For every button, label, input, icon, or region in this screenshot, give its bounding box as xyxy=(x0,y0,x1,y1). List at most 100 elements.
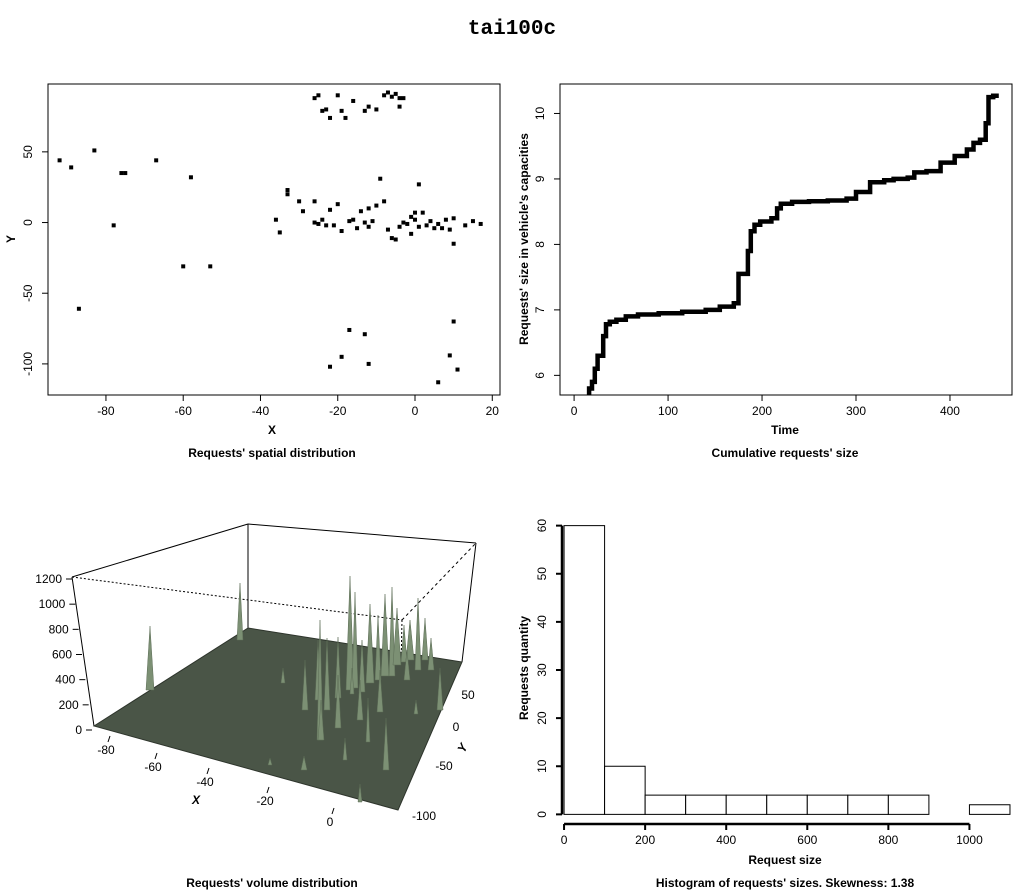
histogram-bar xyxy=(644,794,687,815)
scatter-point xyxy=(366,361,371,366)
scatter-point xyxy=(285,192,290,197)
scatter-point xyxy=(316,221,321,226)
volume-y-label: Y xyxy=(454,740,471,755)
volume-spike xyxy=(323,637,331,711)
scatter-point xyxy=(420,210,425,215)
scatter-point xyxy=(436,221,441,226)
volume-spike xyxy=(342,737,348,761)
histogram-x-label: Request size xyxy=(748,853,822,867)
volume-spike xyxy=(400,624,408,663)
volume-spike xyxy=(301,659,309,711)
scatter-point xyxy=(335,93,340,98)
scatter-point xyxy=(312,199,317,204)
volume-spike xyxy=(392,607,402,666)
scatter-point xyxy=(389,236,394,241)
cumulative-panel: 0 100 200 300 400 6 7 8 9 10 Time Requests' size… xyxy=(517,83,1013,460)
scatter-point xyxy=(432,226,437,231)
x-tick-label: -40 xyxy=(196,775,214,789)
scatter-point xyxy=(92,148,97,153)
volume-spike xyxy=(414,597,422,671)
scatter-point xyxy=(277,230,282,235)
x-tick-label: -60 xyxy=(175,404,193,418)
scatter-point xyxy=(111,223,116,228)
histogram-caption: Histogram of requests' sizes. Skewness: … xyxy=(656,876,915,890)
x-tick-mark xyxy=(154,752,158,760)
scatter-point xyxy=(339,108,344,113)
scatter-point xyxy=(347,327,352,332)
volume-spike xyxy=(374,614,382,681)
volume-x-label: X xyxy=(191,793,201,807)
scatter-point xyxy=(370,219,375,224)
histogram-bar xyxy=(806,794,849,815)
scatter-point xyxy=(324,223,329,228)
z-tick-label: 600 xyxy=(52,648,72,662)
scatter-point xyxy=(76,306,81,311)
y-tick-label: 8 xyxy=(533,241,547,248)
histogram-bar xyxy=(604,765,646,815)
x-tick-label: -20 xyxy=(256,794,274,808)
x-tick-mark xyxy=(206,767,210,775)
volume-spike xyxy=(358,639,366,693)
scatter-point xyxy=(339,229,344,234)
x-tick-label: 0 xyxy=(327,815,334,829)
y-tick-label: -50 xyxy=(435,759,453,773)
volume-spike xyxy=(356,679,364,721)
scatter-point xyxy=(440,226,445,231)
volume-spike xyxy=(382,717,390,771)
y-tick-label: 20 xyxy=(535,711,549,725)
x-tick-label: -80 xyxy=(97,404,115,418)
scatter-point xyxy=(320,217,325,222)
scatter-point xyxy=(478,221,483,226)
y-tick-label: 10 xyxy=(533,106,547,120)
scatter-point xyxy=(401,96,406,101)
scatter-point xyxy=(351,98,356,103)
x-tick-label: 0 xyxy=(571,404,578,418)
scatter-point xyxy=(405,221,410,226)
box-edge xyxy=(71,523,249,578)
y-tick-label: 9 xyxy=(533,175,547,182)
histogram-bar xyxy=(563,525,606,815)
histogram-bar xyxy=(887,794,930,815)
scatter-y-label: Y xyxy=(4,235,18,243)
volume-spike xyxy=(334,674,342,729)
scatter-point xyxy=(428,219,433,224)
x-tick-label: 1000 xyxy=(956,833,983,847)
scatter-point xyxy=(328,207,333,212)
volume-spike xyxy=(403,649,411,681)
scatter-point xyxy=(447,353,452,358)
scatter-point xyxy=(366,104,371,109)
box-edge xyxy=(71,576,95,727)
scatter-point xyxy=(335,202,340,207)
cumulative-y-label: Requests' size in vehicle's capacities xyxy=(517,133,531,345)
scatter-point xyxy=(324,107,329,112)
scatter-point xyxy=(300,209,305,214)
y-tick-label: 60 xyxy=(535,519,549,533)
x-tick-label: 800 xyxy=(878,833,898,847)
volume-spike xyxy=(388,586,396,677)
box-edge xyxy=(461,542,477,663)
scatter-point xyxy=(362,332,367,337)
scatter-point xyxy=(366,206,371,211)
x-tick-label: -80 xyxy=(97,743,115,757)
scatter-point xyxy=(401,220,406,225)
scatter-point xyxy=(416,182,421,187)
volume-spike xyxy=(413,699,419,715)
volume-caption: Requests' volume distribution xyxy=(186,876,358,890)
scatter-point xyxy=(413,217,418,222)
y-tick-label: -50 xyxy=(21,284,35,302)
scatter-point xyxy=(385,90,390,95)
scatter-point xyxy=(312,96,317,101)
volume-spike xyxy=(405,619,415,661)
scatter-point xyxy=(181,264,186,269)
scatter-point xyxy=(374,203,379,208)
x-tick-label: 200 xyxy=(752,404,772,418)
scatter-point xyxy=(339,354,344,359)
x-tick-mark xyxy=(266,786,270,794)
histogram-bar xyxy=(685,794,727,815)
scatter-caption: Requests' spatial distribution xyxy=(188,446,356,460)
volume-z-ticks: 0 200 400 600 800 1000 1200 xyxy=(35,572,92,737)
volume-y-ticks: 50 0 -50 -100 xyxy=(412,688,475,823)
y-tick-label: 0 xyxy=(535,811,549,818)
volume-spike xyxy=(317,699,325,741)
